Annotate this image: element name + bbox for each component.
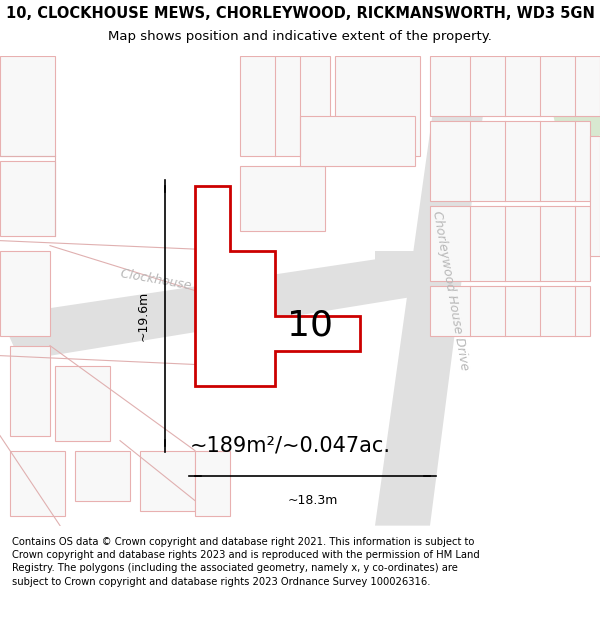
- Polygon shape: [240, 56, 330, 156]
- Polygon shape: [10, 451, 65, 516]
- Text: Map shows position and indicative extent of the property.: Map shows position and indicative extent…: [108, 30, 492, 43]
- Polygon shape: [240, 166, 325, 231]
- Text: ~189m²/~0.047ac.: ~189m²/~0.047ac.: [190, 436, 391, 456]
- Polygon shape: [195, 451, 230, 516]
- Polygon shape: [0, 161, 55, 236]
- Polygon shape: [0, 256, 420, 361]
- Polygon shape: [430, 121, 590, 201]
- Text: ~19.6m: ~19.6m: [137, 291, 149, 341]
- Polygon shape: [0, 251, 50, 336]
- Polygon shape: [590, 136, 600, 256]
- Polygon shape: [75, 451, 130, 501]
- Polygon shape: [430, 56, 600, 116]
- Polygon shape: [335, 56, 420, 156]
- Polygon shape: [540, 56, 600, 146]
- Polygon shape: [430, 206, 590, 281]
- Polygon shape: [55, 366, 110, 441]
- Polygon shape: [430, 286, 590, 336]
- Text: 10, CLOCKHOUSE MEWS, CHORLEYWOOD, RICKMANSWORTH, WD3 5GN: 10, CLOCKHOUSE MEWS, CHORLEYWOOD, RICKMA…: [5, 6, 595, 21]
- Polygon shape: [195, 186, 360, 386]
- Text: ~18.3m: ~18.3m: [287, 494, 338, 507]
- Polygon shape: [375, 251, 415, 296]
- Polygon shape: [300, 116, 415, 166]
- Text: Contains OS data © Crown copyright and database right 2021. This information is : Contains OS data © Crown copyright and d…: [12, 537, 480, 587]
- Text: 10: 10: [287, 309, 333, 342]
- Polygon shape: [0, 56, 55, 156]
- Polygon shape: [375, 61, 490, 526]
- Text: Chorleywood House Drive: Chorleywood House Drive: [430, 210, 470, 371]
- Polygon shape: [10, 346, 50, 436]
- Text: Clockhouse Mews: Clockhouse Mews: [119, 268, 231, 299]
- Polygon shape: [140, 451, 195, 511]
